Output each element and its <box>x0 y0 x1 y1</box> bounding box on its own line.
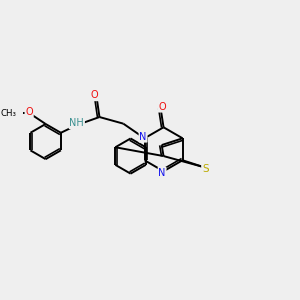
Text: O: O <box>91 90 98 100</box>
Text: O: O <box>25 106 33 116</box>
Text: NH: NH <box>69 118 84 128</box>
Text: O: O <box>158 102 166 112</box>
Text: S: S <box>202 164 208 173</box>
Text: N: N <box>158 168 166 178</box>
Text: CH₃: CH₃ <box>1 109 16 118</box>
Text: N: N <box>140 132 147 142</box>
